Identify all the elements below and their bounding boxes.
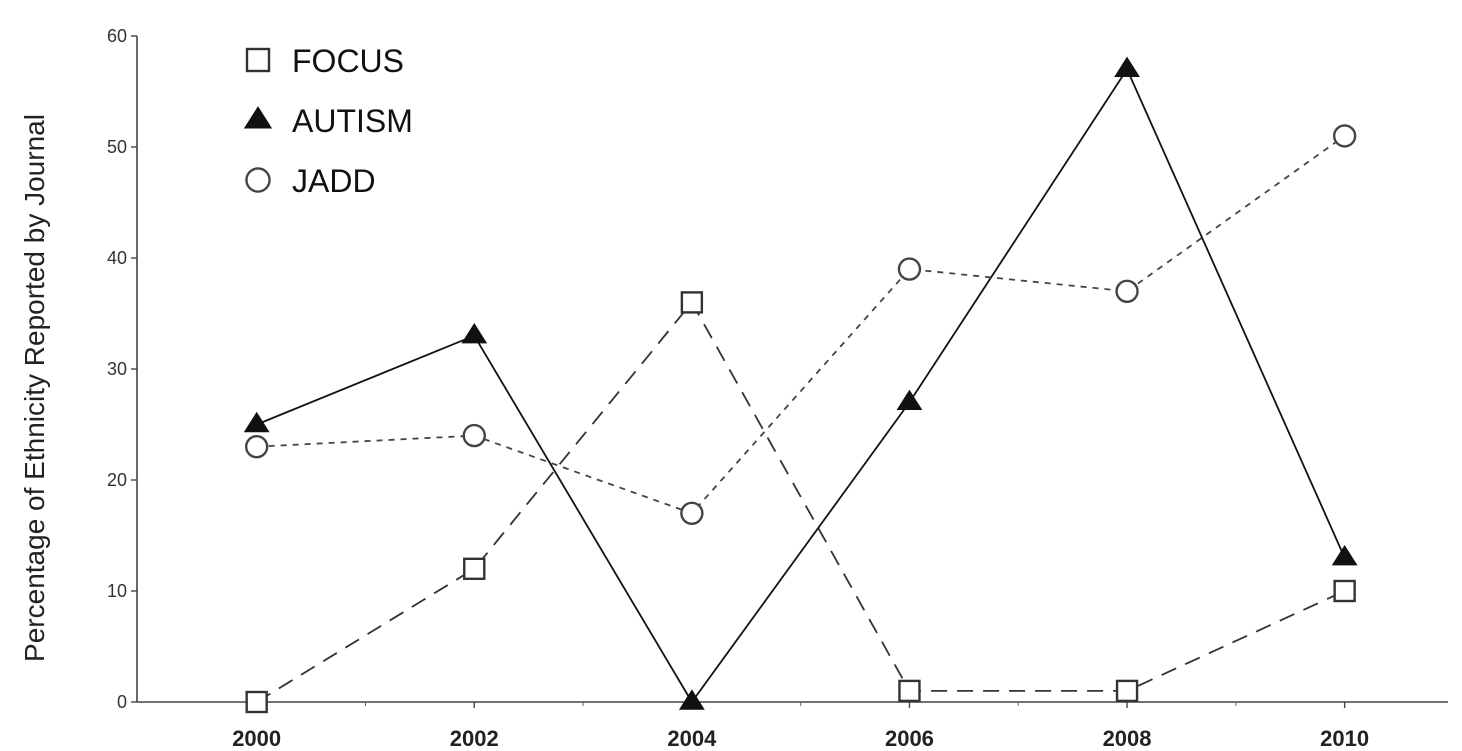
legend-marker-autism	[243, 106, 273, 129]
data-point-focus	[1115, 679, 1139, 703]
series-lines	[256, 67, 1346, 704]
data-point-autism	[243, 411, 270, 433]
y-tick-label: 20	[107, 470, 127, 490]
x-tick-label: 2008	[1103, 726, 1152, 751]
y-tick-label: 0	[117, 692, 127, 712]
data-point-jadd	[244, 435, 269, 459]
data-point-focus	[463, 557, 486, 580]
y-tick-label: 40	[107, 248, 127, 268]
axes: 0 10 20 30 40 50 60 2000 2002 2004 2006 2008 2010	[107, 26, 1448, 751]
x-tick-label: 2004	[667, 726, 717, 751]
x-tick-label: 2002	[450, 726, 499, 751]
data-point-jadd	[462, 423, 486, 448]
legend: FOCUS AUTISM JADD	[243, 43, 413, 199]
data-point-jadd	[680, 501, 704, 525]
y-tick-label: 30	[107, 359, 127, 379]
series-line-focus	[256, 300, 1346, 703]
legend-label-autism: AUTISM	[292, 103, 413, 139]
data-point-jadd	[1332, 124, 1357, 148]
data-point-focus	[680, 291, 704, 314]
y-tick-label: 50	[107, 137, 127, 157]
y-axis-title: Percentage of Ethnicity Reported by Jour…	[19, 114, 50, 662]
series-line-jadd	[256, 135, 1346, 515]
series-line-autism	[256, 67, 1346, 704]
data-point-focus	[1333, 579, 1356, 603]
data-point-autism	[678, 689, 705, 710]
data-point-autism	[1114, 56, 1140, 78]
data-point-jadd	[897, 257, 922, 281]
legend-marker-focus	[245, 47, 271, 73]
x-tick-label: 2000	[232, 726, 281, 751]
legend-label-focus: FOCUS	[292, 43, 404, 79]
data-point-autism	[896, 389, 923, 411]
data-point-autism	[1331, 544, 1358, 566]
y-tick-label: 60	[107, 26, 127, 46]
data-point-jadd	[1115, 279, 1139, 303]
x-tick-label: 2010	[1320, 726, 1369, 751]
y-tick-label: 10	[107, 581, 127, 601]
x-tick-label: 2006	[885, 726, 934, 751]
data-point-autism	[461, 322, 488, 344]
legend-label-jadd: JADD	[292, 163, 376, 199]
data-point-focus	[898, 679, 921, 703]
series-markers	[243, 56, 1358, 714]
legend-marker-jadd	[245, 167, 271, 193]
data-point-focus	[245, 690, 268, 714]
